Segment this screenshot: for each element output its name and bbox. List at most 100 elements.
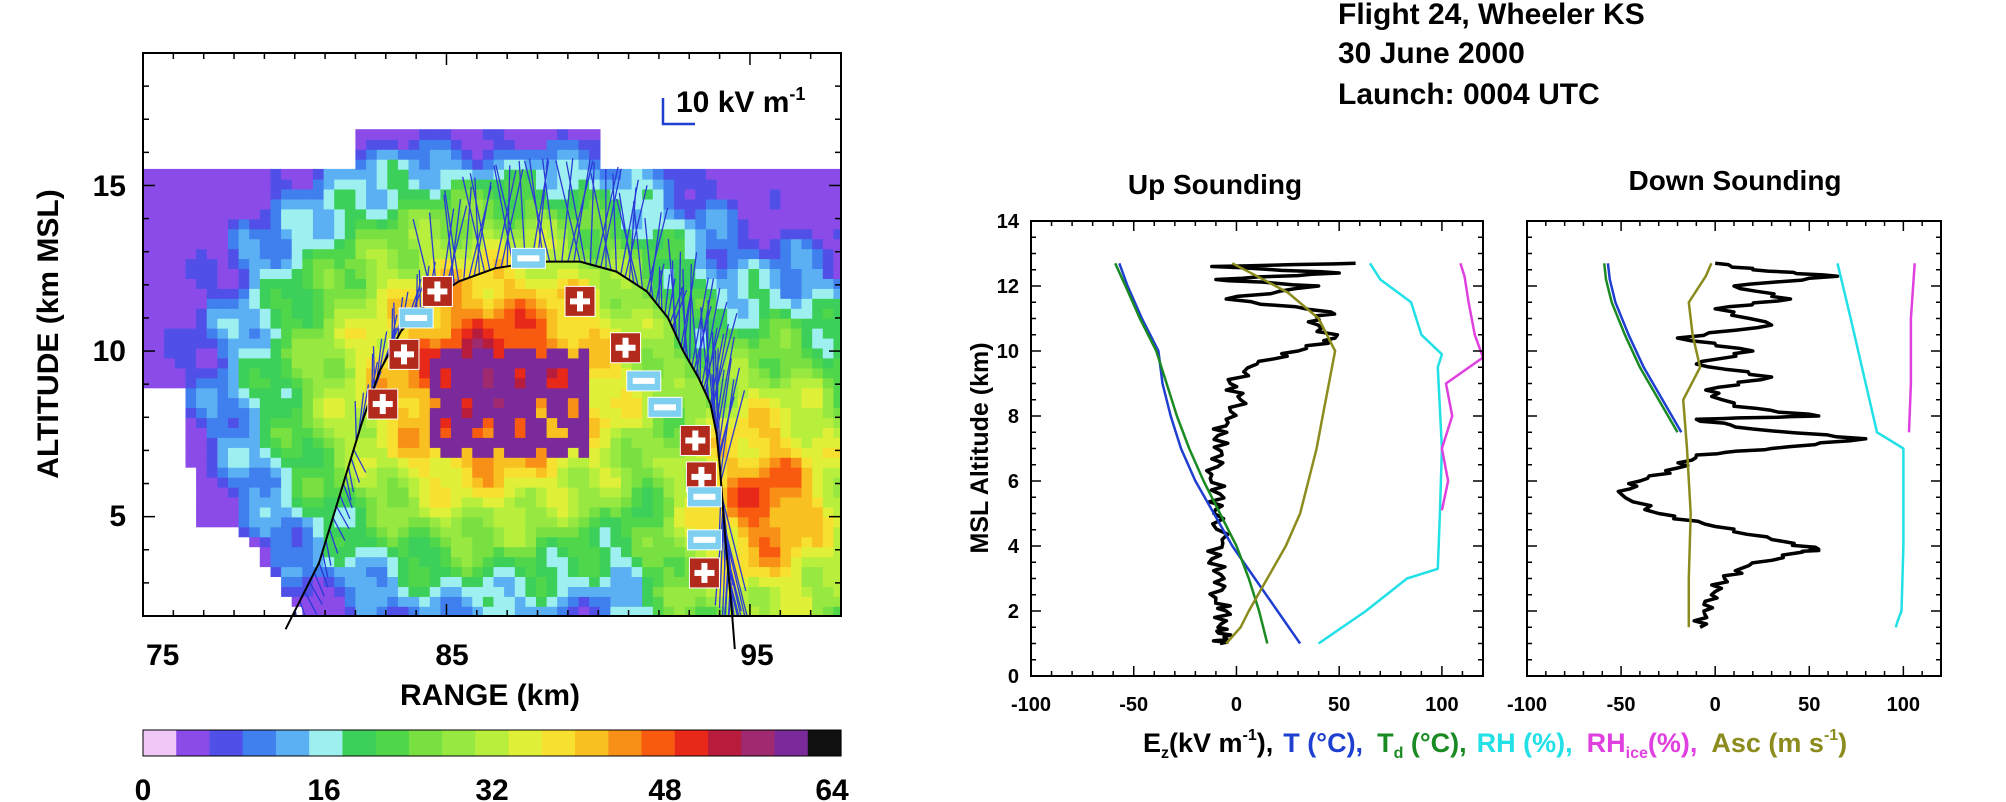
reflectivity-cell (312, 427, 325, 438)
field-vector (418, 269, 422, 310)
reflectivity-cell (652, 387, 665, 399)
reflectivity-cell (344, 258, 357, 269)
reflectivity-cell (748, 486, 760, 498)
reflectivity-cell (599, 417, 612, 428)
reflectivity-cell (663, 198, 675, 210)
reflectivity-cell (451, 268, 463, 279)
reflectivity-cell (536, 576, 548, 587)
reflectivity-cell (546, 536, 558, 548)
field-vector (332, 517, 346, 541)
reflectivity-cell (302, 327, 314, 339)
reflectivity-cell (238, 168, 250, 180)
reflectivity-cell (599, 536, 612, 548)
reflectivity-cell (652, 596, 665, 607)
reflectivity-cell (482, 129, 495, 140)
reflectivity-cell (599, 298, 612, 309)
reflectivity-cell (164, 298, 176, 309)
reflectivity-cell (769, 317, 782, 329)
reflectivity-cell (769, 437, 782, 448)
reflectivity-cell (812, 556, 824, 568)
reflectivity-cell (153, 357, 165, 369)
reflectivity-cell (451, 546, 463, 558)
reflectivity-cell (228, 377, 240, 389)
reflectivity-cell (631, 437, 643, 448)
reflectivity-cell (599, 407, 612, 419)
reflectivity-cell (557, 476, 569, 488)
reflectivity-cell (164, 198, 176, 210)
reflectivity-cell (631, 268, 643, 279)
reflectivity-cell (461, 596, 474, 607)
reflectivity-cell (249, 486, 261, 498)
reflectivity-cell (621, 467, 633, 478)
reflectivity-cell (674, 496, 686, 508)
reflectivity-cell (451, 159, 463, 170)
reflectivity-cell (397, 268, 410, 279)
reflectivity-cell (174, 178, 187, 190)
reflectivity-cell (536, 437, 548, 448)
reflectivity-cell (716, 357, 728, 369)
reflectivity-cell (461, 248, 474, 260)
reflectivity-cell (790, 218, 803, 230)
reflectivity-cell (525, 476, 537, 488)
reflectivity-cell (790, 407, 803, 419)
reflectivity-cell (790, 268, 803, 279)
reflectivity-cell (281, 576, 293, 587)
reflectivity-cell (822, 288, 835, 299)
reflectivity-cell (769, 606, 782, 616)
reflectivity-cell (525, 606, 537, 616)
reflectivity-cell (493, 357, 505, 369)
reflectivity-cell (419, 159, 431, 170)
reflectivity-cell (567, 139, 580, 150)
reflectivity-cell (695, 258, 707, 269)
legend-rh: RH (%), (1477, 728, 1573, 758)
reflectivity-cell (228, 437, 240, 448)
reflectivity-cell (737, 208, 750, 220)
reflectivity-cell (812, 288, 824, 299)
reflectivity-cell (504, 248, 516, 260)
reflectivity-cell (621, 476, 633, 488)
field-vector (335, 505, 350, 530)
reflectivity-cell (790, 536, 803, 548)
reflectivity-cell (599, 566, 612, 577)
reflectivity-cell (759, 258, 771, 269)
reflectivity-cell (567, 447, 580, 458)
reflectivity-cell (482, 228, 495, 240)
reflectivity-cell (759, 387, 771, 399)
reflectivity-cell (759, 357, 771, 369)
x-tick-label: 100 (1425, 694, 1458, 716)
reflectivity-cell (461, 387, 474, 399)
reflectivity-cell (334, 198, 346, 210)
reflectivity-cell (759, 596, 771, 607)
reflectivity-cell (504, 337, 516, 349)
reflectivity-cell (631, 288, 643, 299)
reflectivity-cell (387, 536, 399, 548)
reflectivity-cell (833, 178, 841, 190)
reflectivity-cell (472, 139, 484, 150)
reflectivity-cell (674, 238, 686, 250)
reflectivity-cell (482, 476, 495, 488)
reflectivity-cell (727, 288, 739, 299)
reflectivity-cell (344, 417, 357, 428)
reflectivity-cell (695, 367, 707, 379)
reflectivity-cell (387, 278, 399, 289)
reflectivity-cell (652, 198, 665, 210)
reflectivity-cell (355, 129, 367, 140)
reflectivity-cell (451, 387, 463, 399)
reflectivity-cell (366, 228, 378, 240)
reflectivity-cell (440, 506, 452, 518)
reflectivity-cell (790, 308, 803, 319)
reflectivity-cell (366, 298, 378, 309)
reflectivity-cell (482, 486, 495, 498)
reflectivity-cell (780, 576, 792, 587)
reflectivity-cell (599, 437, 612, 448)
reflectivity-cell (419, 486, 431, 498)
reflectivity-cell (525, 427, 537, 438)
reflectivity-cell (631, 516, 643, 528)
reflectivity-cell (408, 248, 420, 260)
reflectivity-cell (143, 347, 155, 359)
reflectivity-cell (748, 546, 760, 558)
reflectivity-cell (355, 298, 367, 309)
reflectivity-cell (790, 417, 803, 428)
field-vector (494, 170, 517, 269)
